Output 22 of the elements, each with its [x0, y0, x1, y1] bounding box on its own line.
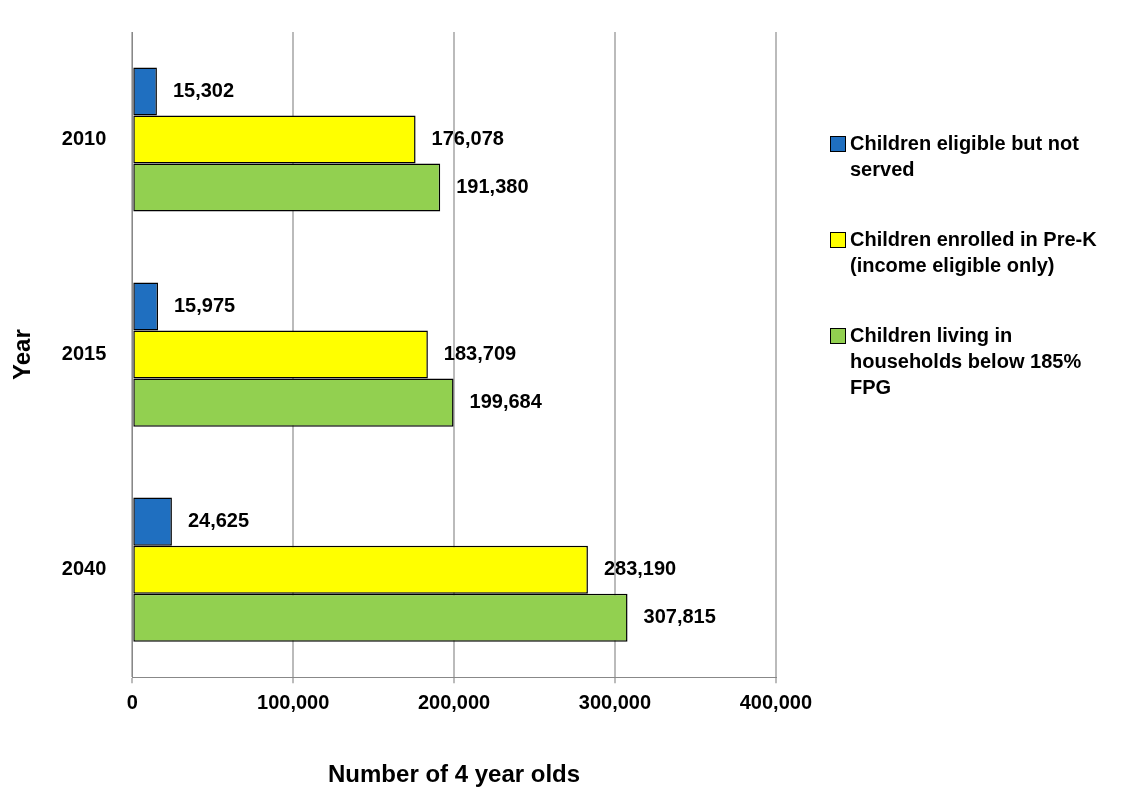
data-label: 307,815 [643, 605, 716, 628]
x-tick-label: 100,000 [257, 690, 330, 713]
data-label: 176,078 [431, 127, 504, 150]
legend-label: Children eligible but not served [850, 131, 1080, 182]
y-tick-label: 2015 [61, 342, 107, 365]
legend-label: Children enrolled in Pre-K (income eligible only) [850, 227, 1098, 278]
data-label: 283,190 [603, 557, 677, 580]
x-tick-label: 300,000 [578, 690, 652, 713]
y-tick-label: 2010 [61, 127, 107, 150]
x-tick-label: 200,000 [417, 690, 491, 713]
data-label: 24,625 [187, 509, 250, 532]
x-tick-label: 400,000 [739, 690, 812, 713]
x-axis-title: Number of 4 year olds [328, 760, 581, 788]
y-tick-label: 2040 [61, 557, 107, 580]
legend-label: Children living in households below 185% FPG [850, 323, 1083, 400]
data-label: 199,684 [469, 390, 543, 413]
x-tick-label: 0 [126, 690, 138, 713]
data-label: 191,380 [456, 175, 529, 198]
data-label: 15,975 [173, 294, 236, 317]
data-label: 183,709 [443, 342, 517, 365]
data-label: 15,302 [172, 79, 235, 102]
y-axis-title: Year [8, 329, 36, 380]
